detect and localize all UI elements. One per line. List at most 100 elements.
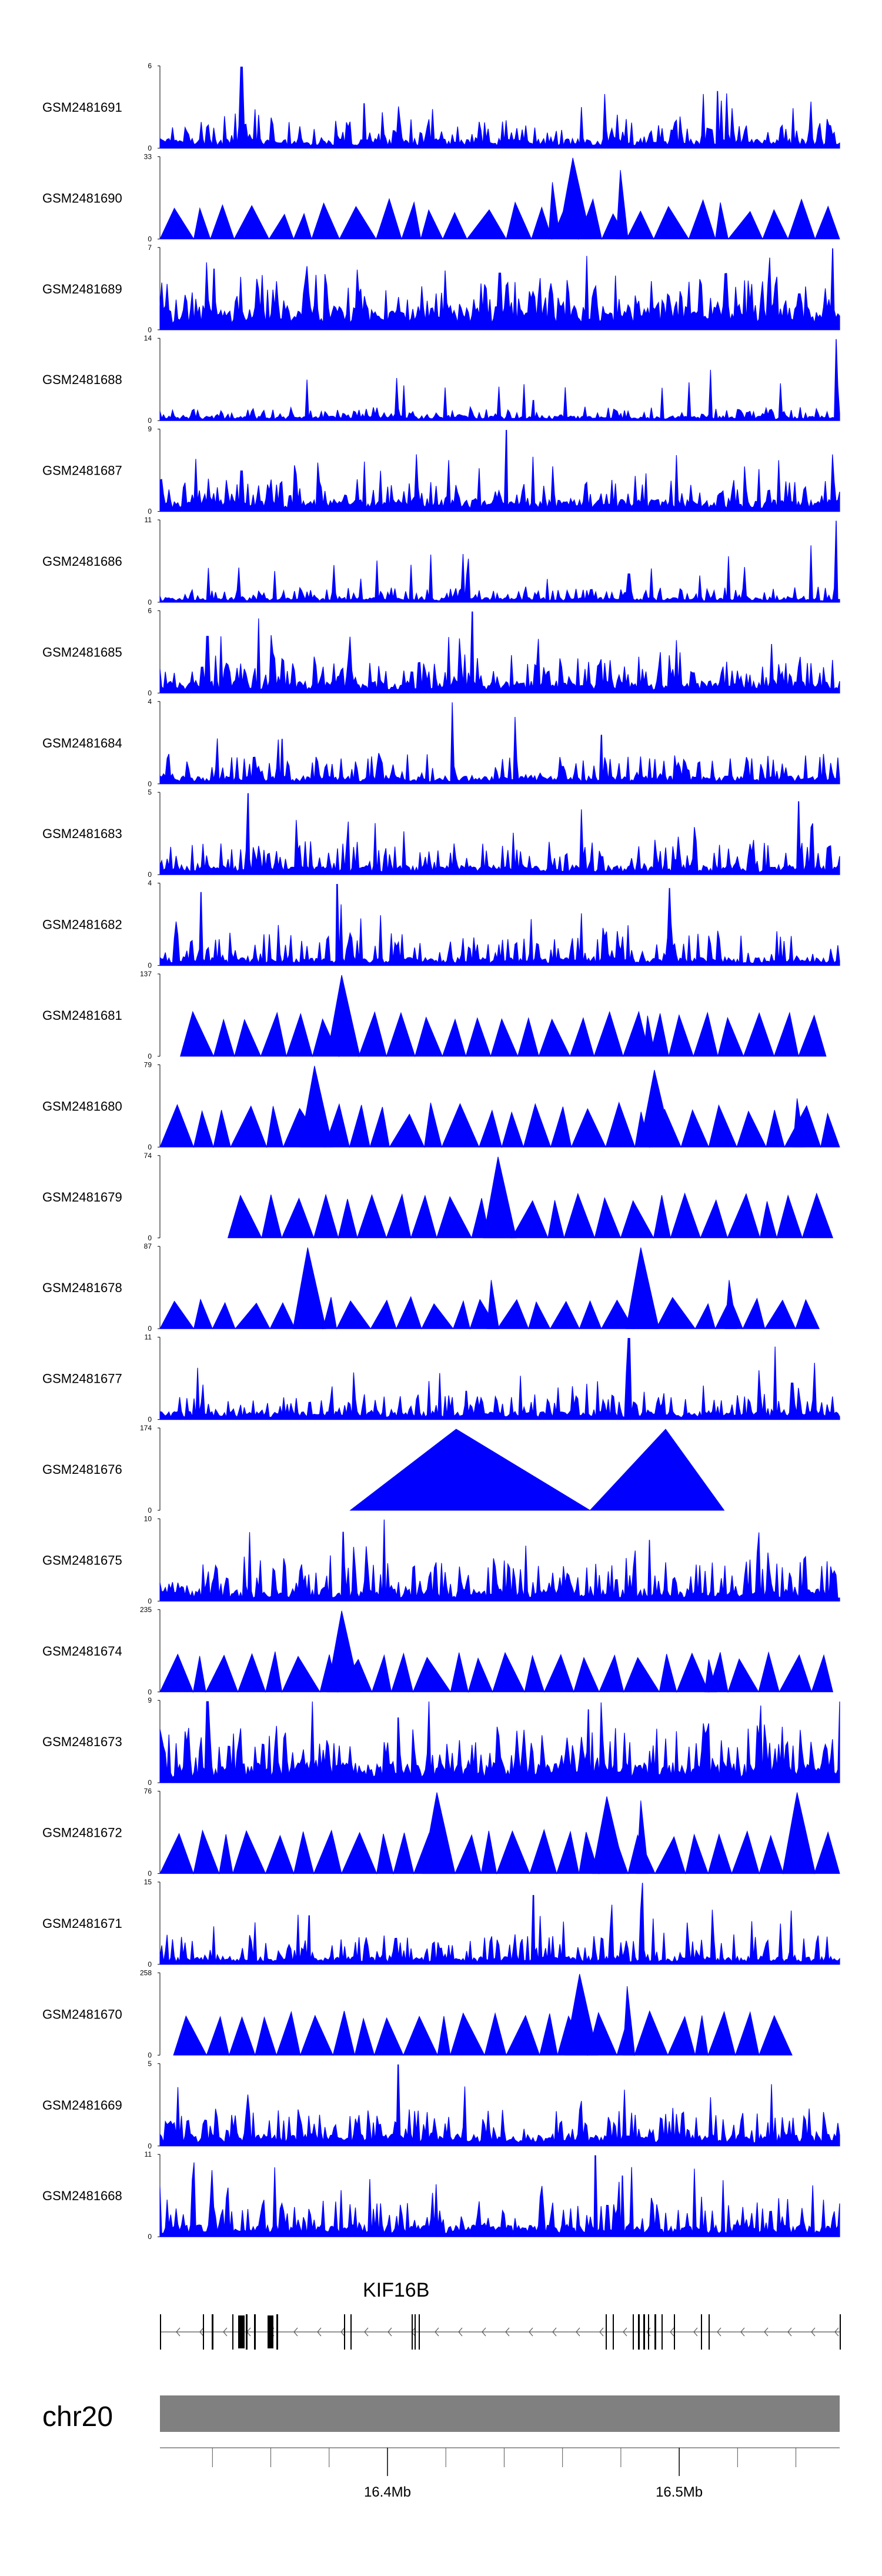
exon-mark: [606, 2314, 607, 2350]
track-label: GSM2481670: [42, 2007, 122, 2021]
track-GSM2481688: GSM2481688 14 0: [42, 334, 840, 425]
coverage-peak: [616, 170, 629, 239]
strand-arrow: [293, 2327, 298, 2337]
coverage-peak: [422, 1792, 456, 1874]
y-max-label: 9: [148, 1696, 152, 1704]
exon-mark: [419, 2314, 420, 2350]
coverage-area: [159, 793, 840, 875]
y-max-label: 87: [144, 1242, 152, 1250]
strand-arrow: [364, 2327, 369, 2337]
track-GSM2481678: GSM2481678 87 0: [42, 1242, 820, 1333]
exon-mark: [662, 2314, 663, 2350]
track-GSM2481684: GSM2481684 4 0: [42, 698, 840, 788]
coverage-peak: [724, 1280, 737, 1329]
exon-mark: [654, 2314, 656, 2350]
strand-arrow: [317, 2327, 322, 2337]
y-zero-label: 0: [148, 1870, 152, 1878]
y-max-label: 258: [140, 1968, 152, 1977]
y-max-label: 79: [144, 1060, 152, 1069]
coverage-area: [159, 2064, 840, 2147]
y-zero-label: 0: [148, 2051, 152, 2059]
chromosome-bar: [160, 2395, 840, 2432]
coverage-area: [159, 430, 840, 512]
strand-arrow: [717, 2327, 721, 2337]
exon-mark: [238, 2315, 245, 2348]
y-zero-label: 0: [148, 416, 152, 425]
strand-arrow: [223, 2327, 228, 2337]
strand-arrow: [505, 2327, 510, 2337]
coverage-area: [159, 1519, 840, 1601]
strand-arrow: [693, 2327, 698, 2337]
track-GSM2481689: GSM2481689 7 0: [42, 243, 840, 334]
track-GSM2481691: GSM2481691 6 0: [42, 62, 840, 152]
track-label: GSM2481683: [42, 826, 122, 841]
y-max-label: 137: [140, 970, 152, 978]
strand-arrow: [435, 2327, 439, 2337]
coverage-peak: [782, 1792, 816, 1874]
track-GSM2481673: GSM2481673 9 0: [42, 1696, 840, 1787]
coverage-area: [349, 1429, 725, 1511]
y-zero-label: 0: [148, 1143, 152, 1151]
track-label: GSM2481672: [42, 1826, 122, 1840]
exon-mark: [254, 2314, 256, 2350]
track-label: GSM2481671: [42, 1916, 122, 1931]
exon-mark: [276, 2314, 278, 2350]
exon-mark: [709, 2314, 710, 2350]
strand-arrow: [834, 2327, 839, 2337]
coverage-area: [180, 1010, 827, 1057]
track-label: GSM2481684: [42, 736, 122, 750]
exon-mark: [232, 2314, 233, 2350]
track-GSM2481683: GSM2481683 5 0: [42, 788, 840, 879]
track-GSM2481685: GSM2481685 6 0: [42, 606, 840, 697]
y-max-label: 235: [140, 1606, 152, 1614]
exon-mark: [212, 2314, 213, 2350]
coverage-peak: [564, 1974, 599, 2056]
strand-arrow: [387, 2327, 392, 2337]
track-GSM2481674: GSM2481674 235 0: [42, 1606, 834, 1696]
track-GSM2481681: GSM2481681 137 0: [42, 970, 827, 1060]
coverage-peak: [483, 1156, 517, 1239]
strand-arrow: [176, 2327, 181, 2337]
y-zero-label: 0: [148, 689, 152, 697]
gene-model-track: KIF16B: [160, 2279, 841, 2350]
y-zero-label: 0: [148, 1688, 152, 1696]
track-label: GSM2481674: [42, 1644, 122, 1659]
coverage-area: [227, 1192, 834, 1239]
track-GSM2481670: GSM2481670 258 0: [42, 1968, 793, 2059]
exon-mark: [840, 2314, 841, 2350]
strand-arrow: [552, 2327, 557, 2337]
y-max-label: 6: [148, 606, 152, 615]
coverage-peak: [557, 158, 592, 239]
y-max-label: 10: [144, 1514, 152, 1523]
coverage-area: [159, 66, 840, 149]
coverage-area: [159, 1828, 840, 1875]
coverage-tracks: GSM248169160GSM2481690330GSM248168970GSM…: [42, 62, 840, 2241]
coverage-area: [159, 1338, 840, 1420]
track-label: GSM2481681: [42, 1008, 122, 1023]
y-zero-label: 0: [148, 235, 152, 243]
track-GSM2481677: GSM2481677 11 0: [42, 1333, 840, 1424]
strand-arrow: [576, 2327, 580, 2337]
strand-arrow: [340, 2327, 345, 2337]
y-max-label: 11: [145, 1333, 152, 1342]
y-zero-label: 0: [148, 1416, 152, 1424]
track-GSM2481676: GSM2481676 174 0: [42, 1424, 725, 1514]
coverage-peak: [326, 1610, 360, 1693]
track-GSM2481669: GSM2481669 5 0: [42, 2060, 840, 2150]
coverage-peak: [643, 1015, 656, 1057]
y-zero-label: 0: [148, 1778, 152, 1787]
coverage-area: [159, 1651, 834, 1693]
exon-mark: [203, 2314, 204, 2350]
track-GSM2481672: GSM2481672 76 0: [42, 1787, 840, 1878]
y-zero-label: 0: [148, 508, 152, 516]
coverage-peak: [704, 1659, 717, 1693]
track-label: GSM2481675: [42, 1553, 122, 1567]
track-label: GSM2481689: [42, 282, 122, 296]
track-GSM2481675: GSM2481675 10 0: [42, 1514, 840, 1605]
track-label: GSM2481668: [42, 2188, 122, 2203]
track-label: GSM2481680: [42, 1099, 122, 1113]
y-max-label: 174: [140, 1424, 152, 1432]
strand-arrow: [787, 2327, 792, 2337]
track-GSM2481679: GSM2481679 74 0: [42, 1152, 834, 1242]
